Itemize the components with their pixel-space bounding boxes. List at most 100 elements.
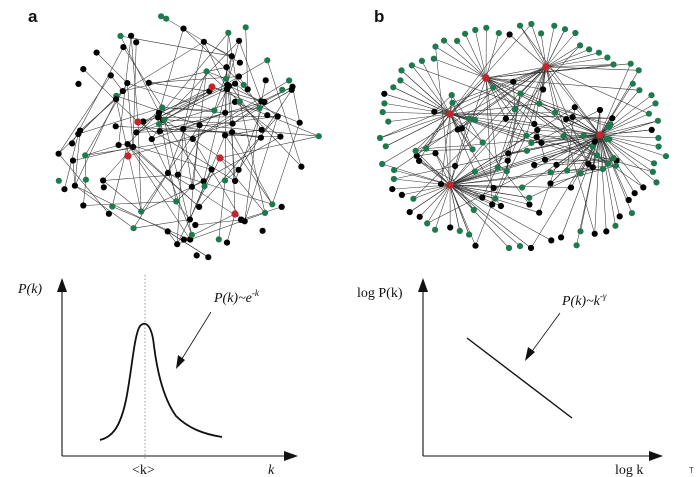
network-node [278, 203, 285, 210]
network-node [517, 90, 524, 97]
network-edge [449, 184, 532, 249]
network-edge [206, 71, 226, 80]
network-edge [461, 87, 494, 129]
network-node [315, 133, 322, 140]
network-edge [545, 66, 556, 113]
network-node [107, 72, 114, 79]
network-edge [418, 160, 483, 198]
network-edge [189, 125, 200, 220]
network-node [379, 160, 386, 168]
network-node [416, 157, 423, 164]
network-node [586, 46, 593, 53]
network-edge [545, 25, 555, 68]
network-node [385, 118, 392, 125]
network-edge [449, 45, 581, 186]
network-node [472, 116, 479, 124]
network-node [205, 254, 212, 261]
network-node [655, 134, 662, 142]
panel-letter-a: a [28, 7, 38, 26]
network-node [390, 84, 397, 91]
network-node [505, 244, 513, 252]
network-node [229, 129, 236, 136]
network-node [259, 227, 266, 234]
network-node [449, 99, 456, 106]
network-edge [136, 101, 236, 133]
network-edge [58, 90, 123, 154]
network-edge [449, 184, 552, 241]
network-edge [485, 77, 507, 119]
network-node [138, 208, 145, 215]
network-node [156, 128, 163, 135]
network-edge [388, 113, 451, 122]
network-node [432, 43, 439, 50]
network-node [640, 184, 647, 191]
network-edge [110, 75, 124, 92]
network-edge [475, 66, 547, 246]
network-node [610, 154, 617, 162]
network-edge [244, 107, 260, 222]
network-node [610, 61, 617, 68]
network-node [571, 104, 578, 111]
network-node [55, 150, 62, 157]
network-node [527, 244, 535, 252]
network-node [155, 121, 163, 128]
network-node [75, 130, 82, 138]
network-edge [534, 66, 547, 125]
network-edge [127, 83, 134, 147]
network-node [577, 228, 584, 235]
network-edge [176, 186, 193, 202]
network-node [196, 203, 203, 210]
network-node [124, 141, 131, 148]
network-node [277, 133, 284, 140]
network-node [648, 92, 655, 99]
network-edge [599, 129, 652, 136]
network-edge [599, 134, 620, 217]
network-edge [449, 170, 507, 186]
network-node [552, 109, 559, 116]
network-edge [238, 76, 260, 109]
network-node [105, 210, 112, 217]
network-edge [74, 185, 168, 232]
network-edge [127, 143, 212, 170]
network-node [503, 168, 510, 175]
network-node [145, 79, 152, 86]
network-node [201, 183, 208, 190]
network-edge [485, 63, 631, 79]
network-node [472, 242, 479, 249]
network-node [479, 139, 486, 146]
network-edge [123, 46, 163, 108]
network-edge [485, 77, 644, 188]
network-node [551, 22, 558, 29]
network-edge [143, 86, 213, 122]
network-edge [599, 70, 639, 136]
network-node [595, 49, 603, 56]
network-node [148, 136, 155, 143]
network-node [648, 126, 655, 133]
network-node [452, 162, 459, 169]
network-node [216, 154, 224, 162]
network-node [650, 160, 658, 167]
network-node [391, 167, 398, 174]
network-node [410, 195, 417, 202]
network-edge [120, 35, 164, 121]
network-node [188, 231, 195, 238]
network-edge [435, 46, 451, 186]
network-node [432, 150, 439, 157]
network-edge [167, 172, 193, 235]
network-node [531, 161, 538, 168]
network-edge [509, 34, 547, 68]
network-edge [167, 71, 207, 173]
network-edge [475, 29, 487, 79]
network-node [173, 198, 180, 205]
network-edge [413, 66, 547, 199]
network-node [242, 24, 249, 31]
network-node [134, 118, 142, 126]
network-node [406, 209, 413, 216]
network-node [117, 32, 124, 40]
network-node [196, 122, 203, 129]
network-edge [58, 153, 110, 214]
network-node [573, 242, 580, 249]
plot-b-y-axis [418, 278, 428, 456]
network-node [469, 146, 476, 153]
network-edge [112, 206, 191, 240]
